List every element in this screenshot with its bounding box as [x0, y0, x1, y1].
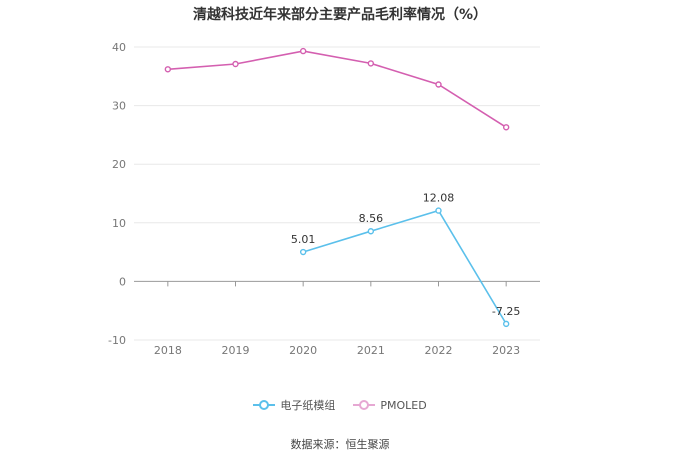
legend-marker-series-2	[353, 399, 376, 411]
data-point-series-2	[435, 81, 442, 88]
legend-marker-series-1	[253, 399, 276, 411]
legend-label-series-2: PMOLED	[380, 398, 427, 412]
data-point-series-1	[299, 248, 307, 256]
data-point-series-2	[232, 60, 239, 68]
y-tick-label: 20	[112, 158, 126, 171]
y-tick-label: 30	[112, 100, 126, 113]
x-tick-label: 2020	[289, 344, 317, 357]
data-label: 8.56	[359, 212, 384, 225]
data-source-note: 数据来源：恒生聚源	[290, 438, 390, 451]
data-point-series-1	[367, 228, 375, 235]
chart-title: 清越科技近年来部分主要产品毛利率情况（%）	[192, 7, 488, 23]
legend-label-series-1: 电子纸模组	[280, 399, 336, 412]
x-tick-label: 2019	[222, 344, 250, 357]
data-label: 5.01	[291, 233, 316, 246]
y-tick-label: 10	[112, 217, 126, 230]
data-point-series-2	[299, 47, 307, 55]
series-line-2	[167, 50, 507, 128]
series-line-1	[302, 209, 507, 325]
legend-item-series-2[interactable]: PMOLED	[353, 397, 427, 413]
data-point-series-1	[435, 207, 442, 214]
data-point-series-2	[164, 66, 172, 73]
x-tick-label: 2021	[357, 344, 385, 357]
y-tick-label: -10	[108, 334, 126, 347]
x-tick-label: 2023	[492, 344, 520, 357]
y-tick-label: 0	[119, 275, 126, 288]
data-point-series-2	[502, 124, 510, 131]
x-tick-label: 2022	[425, 344, 453, 357]
data-point-series-1	[502, 320, 510, 328]
chart-legend: 电子纸模组 PMOLED	[0, 397, 680, 413]
legend-item-series-1[interactable]: 电子纸模组	[253, 397, 335, 413]
data-label: -7.25	[492, 305, 520, 318]
data-point-series-2	[367, 60, 375, 67]
x-tick-label: 2018	[154, 344, 182, 357]
y-tick-label: 40	[112, 41, 126, 54]
data-label: 12.08	[423, 192, 455, 205]
